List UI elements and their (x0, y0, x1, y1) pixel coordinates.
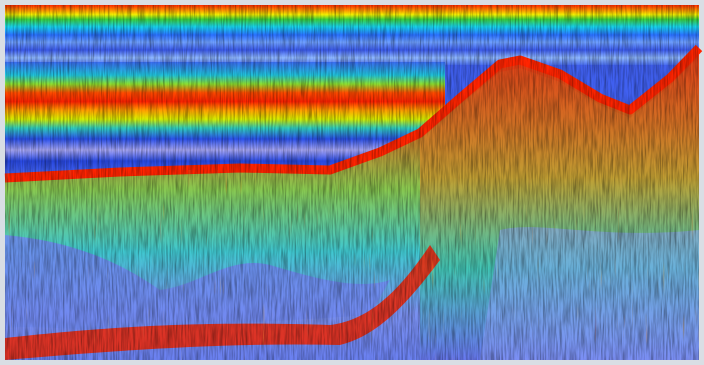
echogram (0, 0, 704, 365)
streak-overlay (5, 170, 699, 360)
echogram-view (0, 0, 704, 365)
page: (() => { const data = JSON.parse(documen… (0, 0, 704, 365)
